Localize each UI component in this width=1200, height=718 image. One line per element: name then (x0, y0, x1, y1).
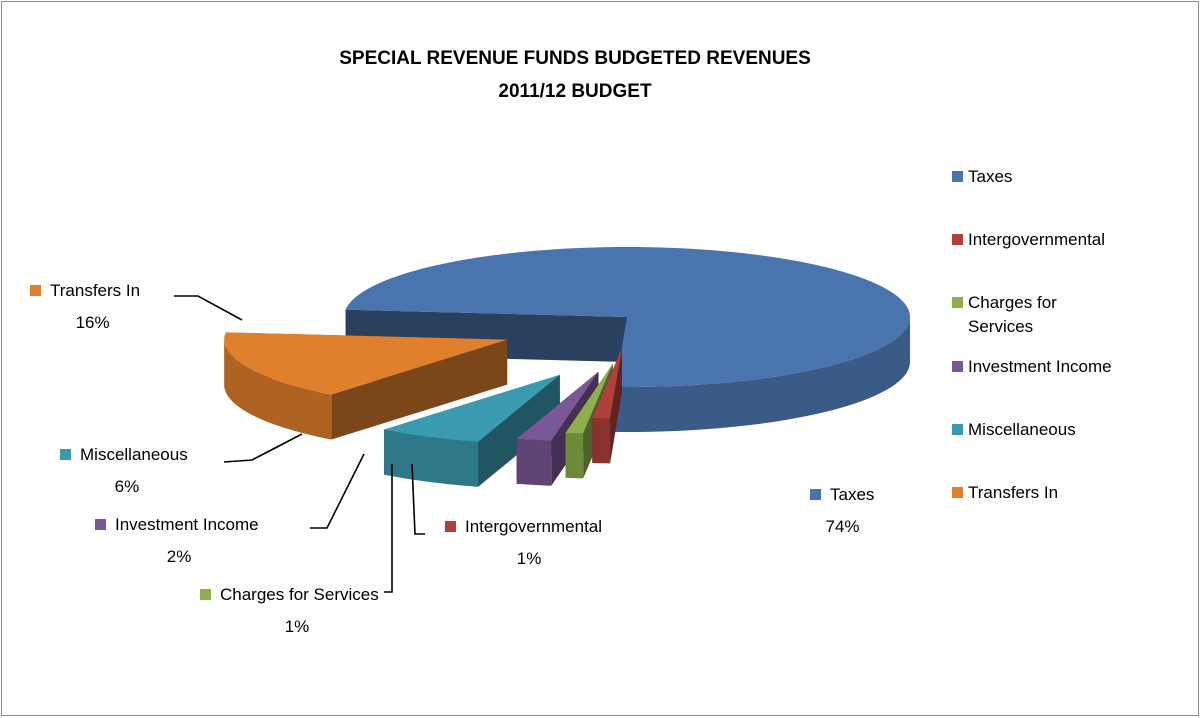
label-swatch (30, 285, 41, 296)
legend-swatch (952, 361, 963, 372)
label-swatch (95, 519, 106, 530)
data-label-miscellaneous: Miscellaneous 6% (60, 433, 303, 496)
legend-swatch (952, 487, 963, 498)
label-category: Taxes (830, 485, 874, 504)
label-percent: 1% (285, 617, 310, 636)
leader-line (384, 464, 393, 593)
slice-top (224, 332, 508, 395)
slice-outer-wall (224, 339, 332, 440)
label-percent: 6% (115, 477, 140, 496)
label-category: Transfers In (50, 281, 140, 300)
label-swatch (445, 521, 456, 532)
data-label-taxes: Taxes 74% (810, 485, 874, 536)
label-swatch (810, 489, 821, 500)
legend-item-miscellaneous: Miscellaneous (952, 420, 1076, 439)
slice-outer-wall (384, 429, 479, 487)
slice-investment-income (516, 371, 599, 486)
legend-label: Miscellaneous (968, 420, 1076, 439)
label-percent: 1% (517, 549, 542, 568)
slice-intergovernmental (592, 348, 622, 464)
slice-top (384, 374, 560, 442)
legend-swatch (952, 297, 963, 308)
slice-top (565, 363, 613, 434)
legend-item-investment-income: Investment Income (952, 357, 1112, 376)
slice-transfers-in (224, 332, 508, 440)
legend-label: Taxes (968, 167, 1012, 186)
legend-label: Transfers In (968, 483, 1058, 502)
legend: Taxes Intergovernmental Charges for Service… (952, 167, 1112, 502)
leader-line (411, 463, 425, 535)
label-percent: 2% (167, 547, 192, 566)
legend-swatch (952, 424, 963, 435)
slice-top (592, 348, 622, 419)
legend-item-intergovernmental: Intergovernmental (952, 230, 1105, 249)
slice-outer-wall (516, 438, 552, 486)
label-percent: 74% (825, 517, 859, 536)
leader-line (310, 453, 365, 529)
legend-label: Charges for (968, 293, 1057, 312)
slice-top (516, 371, 599, 441)
label-swatch (200, 589, 211, 600)
data-label-investment-income: Investment Income 2% (95, 453, 365, 566)
legend-label: Intergovernmental (968, 230, 1105, 249)
legend-swatch (952, 234, 963, 245)
slice-outer-wall (615, 317, 910, 432)
slice-outer-wall (565, 432, 584, 479)
data-label-transfers-in: Transfers In 16% (30, 281, 243, 332)
label-percent: 16% (76, 313, 110, 332)
legend-item-charges-for-services: Charges for Services (952, 293, 1057, 336)
label-category: Charges for Services (220, 585, 379, 604)
label-swatch (60, 449, 71, 460)
leader-line (223, 433, 303, 463)
slice-outer-wall (592, 418, 611, 464)
chart-title: SPECIAL REVENUE FUNDS BUDGETED REVENUES (339, 48, 811, 69)
label-category: Miscellaneous (80, 445, 188, 464)
legend-item-transfers-in: Transfers In (952, 483, 1058, 502)
legend-label-line2: Services (968, 317, 1033, 336)
legend-label: Investment Income (968, 357, 1112, 376)
slice-miscellaneous (384, 374, 560, 487)
pie-slices (224, 247, 910, 487)
legend-swatch (952, 171, 963, 182)
label-category: Intergovernmental (465, 517, 602, 536)
legend-item-taxes: Taxes (952, 167, 1012, 186)
leader-line (174, 295, 243, 321)
chart-subtitle: 2011/12 BUDGET (498, 81, 652, 102)
slice-top (345, 247, 910, 387)
data-label-intergovernmental: Intergovernmental 1% (411, 463, 602, 568)
data-label-charges-for-services: Charges for Services 1% (200, 464, 393, 636)
label-category: Investment Income (115, 515, 259, 534)
